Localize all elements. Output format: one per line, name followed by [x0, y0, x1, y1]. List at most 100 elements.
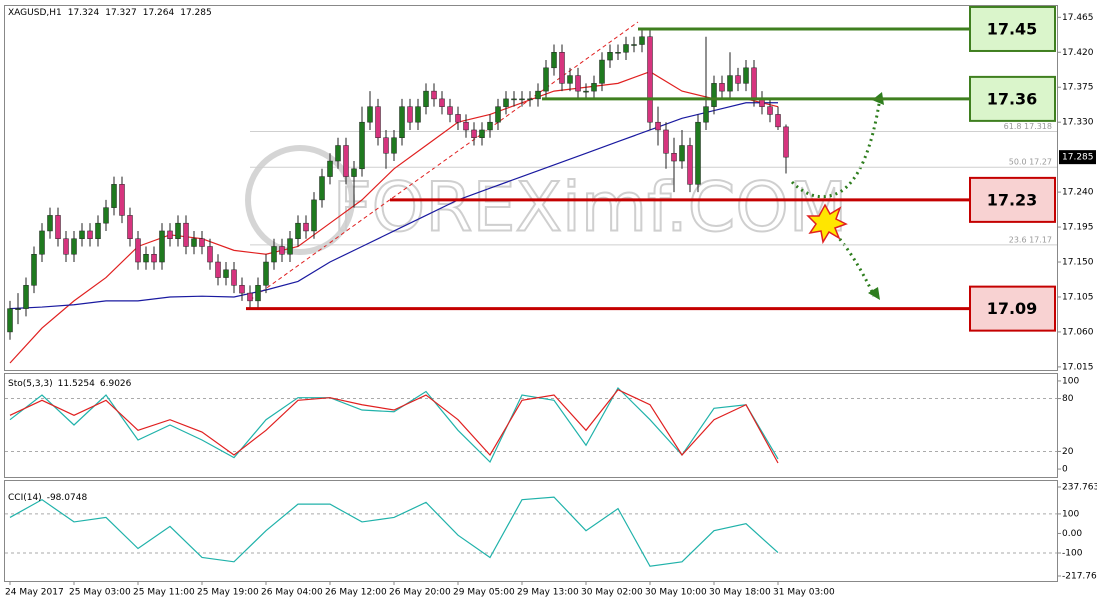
y-tick-label: 17.105: [1062, 292, 1094, 302]
level-label: 17.23: [987, 190, 1038, 209]
candle-body: [703, 106, 709, 123]
candle-body: [383, 137, 389, 154]
candle-body: [535, 90, 541, 100]
y-tick-label: 17.015: [1062, 362, 1094, 372]
candle-body: [119, 184, 125, 216]
candle-body: [167, 230, 173, 239]
candle-body: [783, 126, 789, 158]
candle-body: [295, 222, 301, 239]
candle-body: [391, 137, 397, 154]
candle-body: [231, 269, 237, 286]
cci-panel: [4, 480, 1058, 582]
candle-body: [199, 238, 205, 247]
candle-body: [687, 145, 693, 185]
candle-body: [39, 230, 45, 255]
candle-body: [583, 90, 589, 93]
candle-body: [343, 145, 349, 177]
candle-body: [455, 114, 461, 123]
up-arrow: [790, 97, 882, 199]
candle-body: [511, 98, 517, 101]
candle-body: [439, 98, 445, 107]
candle-body: [711, 83, 717, 107]
candle-body: [679, 145, 685, 162]
current-price-box: [1059, 150, 1096, 165]
y-tick-label: 17.330: [1062, 118, 1094, 128]
x-tick-label: 24 May 2017: [5, 588, 64, 598]
candle-body: [143, 254, 149, 263]
candle-body: [319, 176, 325, 201]
watermark-text: FOREXimf.COM: [333, 169, 848, 248]
indicator-title: Sto(5,3,3) 11.5254 6.9026: [8, 379, 132, 389]
candle-body: [191, 238, 197, 247]
y-tick-label: 17.060: [1062, 327, 1094, 337]
header-price: 17.327: [105, 8, 137, 18]
down-arrowhead: [868, 287, 880, 300]
candle-body: [615, 52, 621, 54]
candle-body: [271, 246, 277, 263]
x-tick-label: 26 May 04:00: [261, 588, 323, 598]
candle-body: [495, 106, 501, 123]
candle-body: [599, 59, 605, 84]
candle-body: [399, 106, 405, 138]
candle-body: [103, 207, 109, 224]
y-tick-label: 17.150: [1062, 258, 1094, 268]
candle-body: [375, 106, 381, 138]
x-tick-label: 25 May 11:00: [133, 588, 195, 598]
candle-body: [351, 168, 357, 177]
candle-body: [423, 90, 429, 107]
indicator-line: [9, 389, 779, 464]
fib-label: 50.0 17.27: [1009, 158, 1052, 167]
indicator-line: [9, 387, 779, 464]
candle-body: [591, 83, 597, 92]
candle-body: [279, 246, 285, 255]
candle-body: [543, 67, 549, 92]
candle-body: [87, 230, 93, 239]
price-panel: [4, 5, 1058, 371]
y-tick-label: 20: [1062, 447, 1074, 457]
candle-body: [135, 238, 141, 263]
candle-body: [247, 292, 253, 302]
candle-body: [79, 230, 85, 239]
candle-body: [151, 254, 157, 263]
level-box: [969, 285, 1056, 332]
candle-body: [111, 184, 117, 208]
candle-body: [223, 269, 229, 278]
x-tick-label: 29 May 05:00: [453, 588, 515, 598]
candle-body: [695, 121, 701, 185]
header-price: 17.264: [143, 8, 175, 18]
symbol-header: XAGUSD,H1 17.324 17.327 17.264 17.285: [8, 8, 212, 18]
candle-body: [207, 246, 213, 263]
candle-body: [487, 121, 493, 131]
indicator-name: Sto(5,3,3): [8, 379, 53, 389]
candle-body: [775, 114, 781, 128]
candle-body: [23, 285, 29, 309]
candle-body: [47, 215, 53, 232]
candle-body: [183, 222, 189, 247]
y-tick-label: 100: [1062, 509, 1079, 519]
candle-body: [743, 67, 749, 84]
candle-body: [263, 261, 269, 286]
candle-body: [727, 75, 733, 92]
indicator-value: 11.5254: [58, 379, 95, 389]
level-label: 17.36: [987, 89, 1038, 108]
candle-body: [607, 52, 613, 61]
candle-body: [95, 222, 101, 239]
indicator-title: CCI(14) -98.0748: [8, 493, 87, 503]
candle-body: [159, 230, 165, 263]
x-tick-label: 26 May 20:00: [389, 588, 451, 598]
candle-body: [239, 285, 245, 294]
candle-body: [335, 145, 341, 162]
y-tick-label: 0.00: [1062, 529, 1082, 539]
candle-body: [71, 238, 77, 255]
level-box: [969, 5, 1056, 52]
stochastic-panel: [4, 373, 1058, 478]
candle-body: [575, 75, 581, 92]
y-tick-label: 17.375: [1062, 83, 1094, 93]
y-tick-label: 17.240: [1062, 188, 1094, 198]
y-tick-label: 17.465: [1062, 13, 1094, 23]
x-tick-label: 31 May 03:00: [773, 588, 835, 598]
candle-body: [431, 90, 437, 100]
candle-body: [31, 254, 37, 286]
